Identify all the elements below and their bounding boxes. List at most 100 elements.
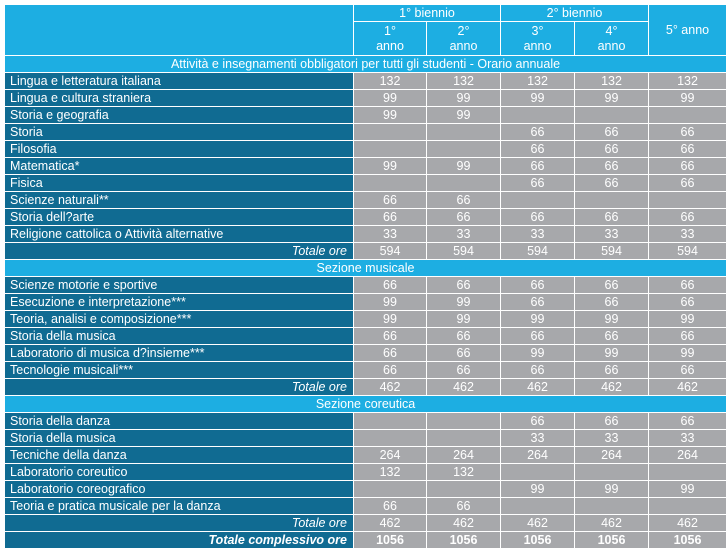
section-header-row: Sezione coreutica (4, 395, 727, 413)
hours-cell: 33 (574, 225, 649, 243)
hours-cell: 66 (426, 208, 501, 226)
subject-label: Laboratorio coreutico (4, 463, 354, 481)
subject-label: Scienze naturali** (4, 191, 354, 209)
grand-total-row: Totale complessivo ore 1056 1056 1056 1056 10… (4, 531, 727, 549)
table-body: Attività e insegnamenti obbligatori per … (4, 55, 727, 549)
header-group-2: 2° biennio (500, 4, 649, 22)
hours-cell (648, 463, 727, 481)
total-cell: 462 (426, 514, 501, 532)
hours-cell: 66 (426, 276, 501, 294)
hours-cell: 33 (500, 225, 575, 243)
table-row: Laboratorio coreografico 99 99 99 (4, 480, 727, 498)
header-corner (4, 4, 354, 56)
total-cell: 462 (426, 378, 501, 396)
header-year-5: 5° anno (648, 4, 727, 56)
subject-label: Lingua e letteratura italiana (4, 72, 354, 90)
hours-cell (426, 429, 501, 447)
hours-cell: 99 (648, 310, 727, 328)
section-title: Sezione coreutica (4, 395, 727, 413)
subject-label: Tecniche della danza (4, 446, 354, 464)
total-cell: 462 (648, 378, 727, 396)
subject-label: Storia (4, 123, 354, 141)
header-year-1: 1° anno (353, 21, 427, 56)
hours-cell: 264 (574, 446, 649, 464)
hours-cell (500, 497, 575, 515)
table-row: Laboratorio di musica d?insieme*** 66 66 99… (4, 344, 727, 362)
hours-cell: 66 (353, 208, 427, 226)
hours-cell (648, 497, 727, 515)
table-row: Teoria, analisi e composizione*** 99 99 99 9… (4, 310, 727, 328)
subject-label: Storia della musica (4, 429, 354, 447)
hours-cell: 66 (648, 208, 727, 226)
grand-total-cell: 1056 (426, 531, 501, 549)
header-year-4: 4° anno (574, 21, 649, 56)
hours-cell: 33 (574, 429, 649, 447)
hours-cell: 99 (574, 344, 649, 362)
hours-cell: 66 (648, 276, 727, 294)
total-cell: 462 (574, 514, 649, 532)
hours-cell: 99 (426, 106, 501, 124)
hours-cell: 33 (500, 429, 575, 447)
hours-cell: 66 (574, 174, 649, 192)
hours-cell (353, 123, 427, 141)
total-cell: 462 (353, 378, 427, 396)
table-row: Laboratorio coreutico 132 132 (4, 463, 727, 481)
hours-cell: 66 (648, 412, 727, 430)
hours-cell: 66 (648, 361, 727, 379)
hours-cell (500, 106, 575, 124)
table-row: Storia e geografia 99 99 (4, 106, 727, 124)
hours-cell: 132 (426, 72, 501, 90)
subject-label: Filosofia (4, 140, 354, 158)
hours-cell (353, 174, 427, 192)
total-label: Totale ore (4, 514, 354, 532)
total-row: Totale ore 462 462 462 462 462 (4, 378, 727, 396)
hours-cell: 66 (574, 140, 649, 158)
hours-cell: 66 (353, 344, 427, 362)
subject-label: Teoria e pratica musicale per la danza (4, 497, 354, 515)
hours-cell: 99 (353, 106, 427, 124)
hours-cell: 66 (426, 344, 501, 362)
hours-cell (574, 463, 649, 481)
hours-cell: 99 (426, 310, 501, 328)
hours-cell (426, 123, 501, 141)
subject-label: Scienze motorie e sportive (4, 276, 354, 294)
hours-cell: 66 (500, 276, 575, 294)
subject-label: Storia dell?arte (4, 208, 354, 226)
subject-label: Esecuzione e interpretazione*** (4, 293, 354, 311)
hours-cell: 66 (500, 361, 575, 379)
hours-cell: 66 (574, 276, 649, 294)
hours-cell: 99 (574, 480, 649, 498)
table-row: Filosofia 66 66 66 (4, 140, 727, 158)
hours-cell: 99 (574, 310, 649, 328)
grand-total-cell: 1056 (574, 531, 649, 549)
total-label: Totale ore (4, 242, 354, 260)
total-cell: 462 (500, 378, 575, 396)
total-row: Totale ore 594 594 594 594 594 (4, 242, 727, 260)
total-cell: 462 (648, 514, 727, 532)
hours-cell (574, 497, 649, 515)
hours-cell: 66 (574, 293, 649, 311)
hours-cell: 33 (353, 225, 427, 243)
hours-cell: 33 (648, 429, 727, 447)
hours-cell: 66 (574, 123, 649, 141)
total-row: Totale ore 462 462 462 462 462 (4, 514, 727, 532)
hours-cell: 66 (353, 191, 427, 209)
hours-cell: 66 (353, 497, 427, 515)
hours-cell: 66 (500, 123, 575, 141)
table-row: Religione cattolica o Attività alternati… (4, 225, 727, 243)
table-row: Fisica 66 66 66 (4, 174, 727, 192)
total-cell: 462 (574, 378, 649, 396)
total-cell: 594 (500, 242, 575, 260)
hours-cell (353, 140, 427, 158)
total-cell: 594 (426, 242, 501, 260)
table-row: Matematica* 99 99 66 66 66 (4, 157, 727, 175)
hours-cell: 66 (648, 327, 727, 345)
hours-cell: 99 (648, 480, 727, 498)
table-row: Tecniche della danza 264 264 264 264 264 (4, 446, 727, 464)
hours-cell: 264 (426, 446, 501, 464)
hours-cell (353, 480, 427, 498)
total-cell: 594 (574, 242, 649, 260)
subject-label: Fisica (4, 174, 354, 192)
hours-cell: 66 (648, 157, 727, 175)
subject-label: Storia della musica (4, 327, 354, 345)
